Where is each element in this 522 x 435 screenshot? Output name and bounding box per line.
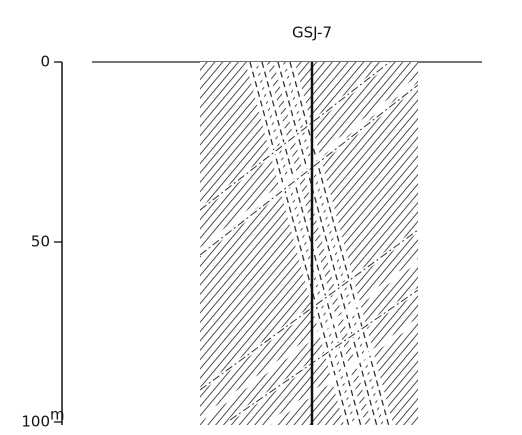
depth-tick-label: 50	[31, 233, 50, 251]
depth-ticks: 0 50 100 m	[21, 53, 64, 431]
depth-tick-label: 100	[21, 413, 50, 431]
depth-tick-label: 0	[40, 53, 50, 71]
diagram-title: GSJ-7	[292, 24, 332, 42]
depth-unit: m	[50, 406, 65, 424]
